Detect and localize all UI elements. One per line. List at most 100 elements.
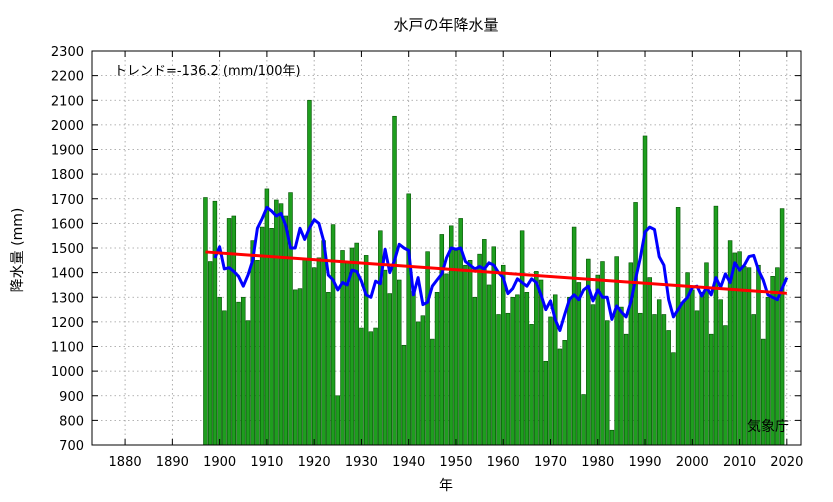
bar-1974 [567, 296, 572, 446]
y-tick-label: 1900 [51, 144, 84, 159]
y-tick-label: 1200 [51, 316, 84, 331]
bar-1935 [382, 269, 388, 446]
bar-1972 [557, 348, 563, 446]
bar-1946 [434, 292, 440, 446]
bar-1920 [311, 267, 317, 446]
bar-1931 [363, 255, 369, 446]
bar-1938 [396, 279, 402, 446]
x-tick-label: 1920 [298, 455, 331, 470]
bar-1979 [590, 304, 596, 446]
bar-1984 [614, 256, 619, 446]
bar-1921 [316, 257, 322, 446]
bar-1923 [326, 292, 331, 446]
y-tick-label: 2200 [51, 70, 84, 85]
x-tick-label: 1910 [250, 455, 283, 470]
y-tick-label: 1700 [51, 193, 84, 208]
bar-1948 [444, 273, 449, 446]
bar-1907 [250, 240, 255, 446]
bar-1927 [344, 262, 350, 446]
bar-2002 [699, 292, 704, 446]
trend-annotation: トレンド=-136.2 (mm/100年) [114, 64, 301, 79]
bar-1940 [406, 193, 411, 446]
bar-1989 [638, 312, 643, 446]
chart-title: 水戸の年降水量 [393, 16, 498, 34]
bar-2006 [718, 299, 723, 446]
bar-1986 [623, 333, 629, 446]
bar-2000 [690, 289, 695, 446]
x-tick-label: 1990 [628, 455, 661, 470]
bar-1924 [330, 224, 336, 446]
bar-2004 [708, 333, 714, 446]
x-tick-label: 2020 [770, 455, 803, 470]
bar-1973 [562, 340, 567, 446]
y-tick-label: 2000 [51, 119, 84, 134]
bar-1936 [387, 293, 393, 446]
bar-1976 [576, 282, 582, 446]
y-tick-label: 1400 [51, 267, 84, 282]
bar-1982 [604, 320, 610, 446]
bar-2005 [713, 205, 719, 446]
bar-1909 [259, 226, 265, 446]
x-tick-label: 2010 [723, 455, 756, 470]
bar-1943 [420, 315, 426, 446]
bar-1932 [368, 331, 374, 446]
bar-1960 [500, 264, 506, 446]
bar-1941 [411, 290, 416, 446]
bar-1949 [448, 225, 454, 446]
bar-1997 [675, 207, 681, 446]
bar-1983 [609, 429, 615, 446]
bar-1955 [477, 253, 482, 446]
x-tick-label: 1880 [109, 455, 142, 470]
x-tick-label: 1960 [487, 455, 520, 470]
y-tick-label: 800 [59, 414, 84, 429]
bar-1911 [269, 228, 274, 446]
bar-1937 [392, 115, 397, 446]
bar-1904 [236, 301, 241, 446]
bar-1903 [231, 215, 237, 446]
y-tick-label: 1000 [51, 365, 84, 380]
bar-1933 [373, 327, 378, 446]
bar-1967 [534, 271, 539, 446]
bar-1970 [548, 316, 553, 446]
y-tick-label: 1800 [51, 168, 84, 183]
axis-ticks: 700 800 900 1000 1100 1200 1300 1400 1500 1600 170… [51, 45, 803, 470]
bar-1957 [486, 284, 492, 446]
bar-2009 [732, 252, 738, 446]
bar-1966 [529, 324, 534, 446]
x-tick-label: 1930 [345, 455, 378, 470]
bar-1925 [335, 395, 341, 446]
bar-2011 [742, 266, 747, 446]
bar-1922 [321, 240, 326, 446]
x-axis-label: 年 [439, 478, 453, 494]
bar-1901 [222, 310, 227, 446]
bar-1952 [463, 264, 468, 446]
y-tick-label: 2100 [51, 94, 84, 109]
bar-1954 [472, 296, 478, 446]
bar-1962 [510, 296, 515, 446]
bar-1963 [515, 294, 520, 446]
bar-1977 [581, 394, 586, 446]
bar-2007 [723, 325, 728, 446]
bar-series [203, 99, 785, 446]
bar-1980 [595, 274, 601, 446]
bar-1926 [340, 250, 345, 446]
bar-1915 [288, 192, 293, 446]
y-tick-label: 900 [59, 390, 84, 405]
x-tick-label: 1980 [581, 455, 614, 470]
y-tick-label: 1100 [51, 341, 84, 356]
bar-1914 [283, 215, 289, 446]
y-tick-label: 700 [59, 439, 84, 454]
bar-1950 [453, 250, 459, 446]
bar-1942 [415, 321, 421, 446]
bar-1897 [203, 197, 208, 446]
bar-1992 [652, 314, 657, 446]
x-tick-label: 1890 [156, 455, 189, 470]
bar-1981 [600, 261, 605, 446]
y-tick-label: 1600 [51, 217, 84, 232]
bar-2001 [694, 310, 700, 446]
line-series [205, 205, 789, 332]
bar-1961 [505, 312, 511, 446]
bar-1910 [264, 188, 270, 446]
bar-1939 [401, 344, 407, 446]
